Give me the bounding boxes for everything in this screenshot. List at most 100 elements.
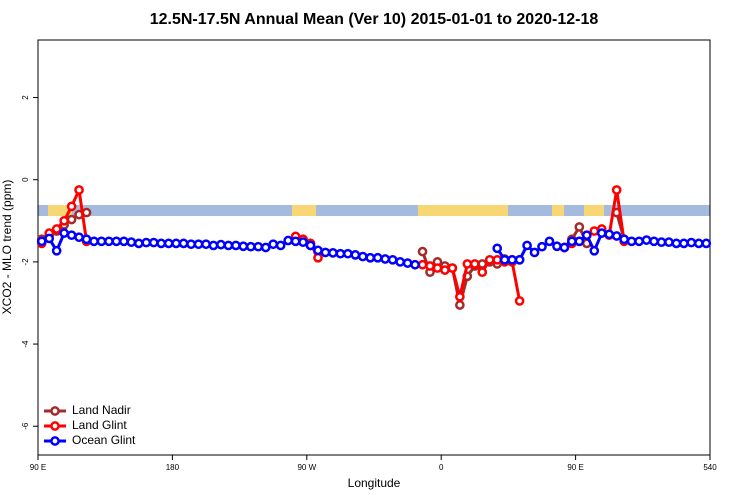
data-point — [59, 215, 69, 226]
data-point — [544, 236, 555, 247]
data-point — [238, 241, 249, 252]
data-point — [126, 237, 137, 248]
data-point — [492, 243, 503, 254]
data-point — [574, 222, 585, 232]
data-point — [74, 185, 84, 195]
plot-frame — [37, 39, 711, 456]
data-point — [559, 242, 570, 253]
y-tick-label: 2 — [21, 95, 30, 100]
x-axis-label: Longitude — [348, 476, 401, 490]
legend-label: Land Glint — [72, 418, 127, 432]
data-point — [141, 237, 152, 248]
data-point — [313, 252, 323, 263]
data-point — [156, 238, 167, 249]
data-point — [604, 229, 615, 240]
x-tick-label: 90 E — [567, 463, 583, 472]
data-point — [402, 258, 413, 268]
data-point — [148, 237, 159, 248]
data-point — [208, 240, 219, 251]
y-tick-label: -2 — [21, 258, 30, 266]
data-point — [59, 228, 69, 238]
data-point — [417, 259, 428, 270]
data-point — [552, 241, 562, 252]
data-point — [529, 247, 540, 258]
data-point — [626, 236, 637, 247]
data-point — [193, 239, 204, 250]
data-point — [186, 239, 196, 250]
data-point — [231, 240, 241, 251]
data-point — [641, 235, 652, 245]
data-point — [320, 247, 331, 258]
data-point — [589, 245, 600, 256]
data-point — [253, 241, 264, 252]
data-point — [111, 236, 122, 247]
data-point — [163, 238, 174, 249]
data-point — [596, 228, 607, 238]
data-point — [66, 230, 77, 241]
land-mask-band — [38, 205, 710, 216]
data-point — [74, 232, 84, 243]
data-point — [275, 240, 286, 251]
data-point — [484, 254, 495, 265]
data-point — [343, 248, 353, 259]
data-point — [372, 252, 383, 263]
data-point — [619, 234, 629, 245]
series-line — [41, 211, 626, 306]
data-point — [36, 236, 47, 247]
data-point — [380, 254, 391, 264]
data-point — [440, 265, 450, 275]
data-point — [89, 236, 99, 247]
data-point — [611, 231, 622, 241]
x-tick-label: 180 — [166, 463, 180, 472]
y-axis-label: XCO2 - MLO trend (ppm) — [0, 180, 14, 315]
data-point — [81, 234, 92, 245]
data-point — [701, 238, 712, 249]
data-point — [387, 254, 398, 265]
data-point — [447, 263, 458, 273]
data-point — [522, 240, 532, 251]
data-point — [492, 254, 503, 265]
data-point — [656, 237, 667, 248]
data-point — [223, 240, 234, 251]
data-point — [290, 236, 301, 247]
data-point — [425, 261, 435, 271]
data-point — [537, 241, 547, 252]
data-point — [410, 259, 420, 270]
x-tick-label: 90 W — [297, 463, 316, 472]
data-point — [499, 254, 510, 265]
y-tick-label: -4 — [21, 340, 30, 348]
data-point — [178, 238, 189, 249]
data-point — [245, 241, 256, 252]
data-point — [171, 238, 181, 249]
data-point — [119, 236, 129, 247]
x-tick-label: 0 — [439, 463, 444, 472]
data-point — [477, 267, 488, 278]
data-point — [260, 242, 271, 253]
data-point — [514, 296, 525, 306]
data-point — [686, 237, 697, 248]
data-point — [693, 238, 704, 249]
data-point — [581, 230, 592, 241]
x-tick-label: 90 E — [30, 463, 46, 472]
data-point — [671, 238, 682, 249]
data-point — [365, 252, 376, 263]
data-point — [462, 259, 473, 269]
data-point — [574, 236, 585, 247]
data-point — [51, 224, 62, 234]
data-point — [679, 238, 689, 249]
data-point — [335, 248, 346, 259]
data-point — [514, 254, 525, 265]
x-tick-label: 540 — [703, 463, 717, 472]
data-point — [133, 238, 144, 249]
data-point — [96, 236, 107, 247]
data-point — [268, 239, 279, 250]
data-point — [611, 185, 622, 195]
data-point — [432, 263, 443, 273]
data-point — [469, 259, 480, 269]
legend-marker — [50, 406, 60, 416]
data-point — [417, 246, 428, 257]
y-tick-label: 0 — [21, 177, 30, 182]
data-point — [589, 226, 600, 236]
legend-label: Land Nadir — [72, 403, 131, 417]
